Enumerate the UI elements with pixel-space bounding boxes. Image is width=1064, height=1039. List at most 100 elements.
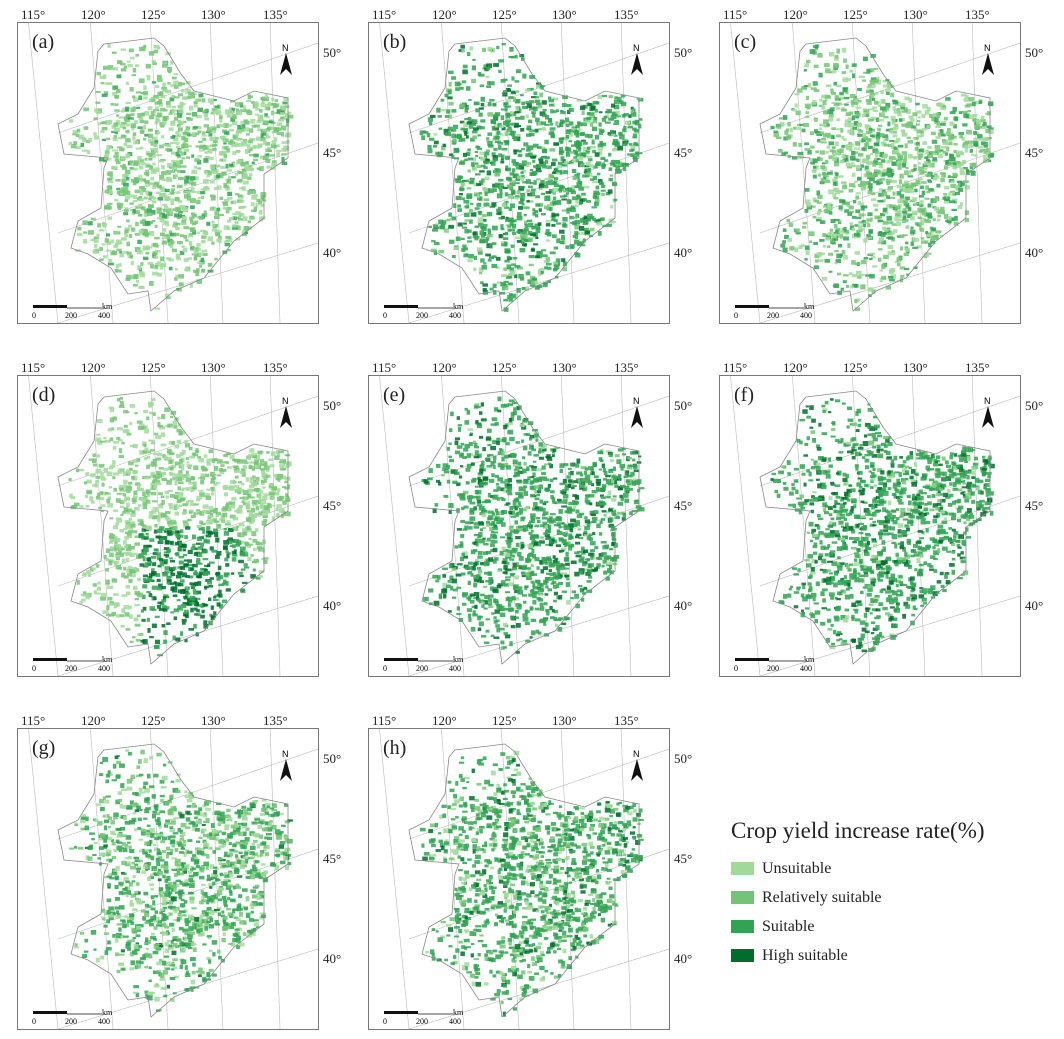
raster-cell bbox=[487, 228, 491, 232]
raster-cell bbox=[114, 103, 119, 106]
raster-cell bbox=[836, 272, 842, 276]
raster-cell bbox=[103, 157, 107, 163]
raster-cell bbox=[142, 96, 148, 100]
raster-cell bbox=[814, 129, 818, 133]
raster-cell bbox=[853, 120, 859, 126]
raster-cell bbox=[204, 151, 209, 154]
raster-cell bbox=[942, 196, 947, 200]
raster-cell bbox=[232, 212, 237, 216]
raster-cell bbox=[235, 488, 240, 492]
raster-cell bbox=[114, 151, 119, 156]
raster-cell bbox=[181, 157, 186, 160]
raster-cell bbox=[503, 283, 508, 288]
raster-cell bbox=[176, 216, 181, 220]
raster-cell bbox=[558, 137, 564, 143]
raster-cell bbox=[601, 184, 606, 189]
raster-cell bbox=[233, 135, 238, 140]
raster-cell bbox=[247, 190, 251, 195]
raster-cell bbox=[461, 137, 466, 142]
raster-cell bbox=[193, 512, 197, 516]
raster-cell bbox=[582, 198, 587, 201]
raster-cell bbox=[153, 44, 160, 49]
raster-cell bbox=[179, 631, 184, 636]
raster-cell bbox=[132, 495, 138, 499]
raster-cell bbox=[565, 117, 570, 123]
raster-cell bbox=[911, 156, 918, 159]
raster-cell bbox=[555, 109, 560, 113]
raster-cell bbox=[780, 243, 786, 248]
raster-cell bbox=[575, 124, 580, 129]
raster-cell bbox=[207, 532, 213, 535]
raster-cell bbox=[896, 214, 903, 219]
raster-cell bbox=[525, 114, 529, 119]
raster-cell bbox=[171, 248, 177, 253]
raster-cell bbox=[429, 137, 435, 141]
raster-cell bbox=[979, 149, 985, 152]
raster-cell bbox=[440, 98, 445, 102]
raster-cell bbox=[159, 265, 164, 270]
raster-cell bbox=[126, 511, 131, 515]
raster-cell bbox=[206, 221, 211, 226]
raster-cell bbox=[535, 195, 541, 199]
raster-cell bbox=[969, 166, 973, 170]
raster-cell bbox=[174, 226, 180, 230]
raster-cell bbox=[474, 225, 479, 229]
raster-cell bbox=[498, 69, 502, 73]
raster-cell bbox=[894, 213, 901, 217]
raster-cell bbox=[872, 265, 878, 268]
raster-cell bbox=[170, 232, 177, 237]
raster-cell bbox=[534, 96, 539, 99]
raster-cell bbox=[527, 200, 534, 203]
raster-cell bbox=[277, 477, 281, 482]
raster-cell bbox=[100, 510, 104, 513]
raster-cell bbox=[131, 95, 136, 99]
raster-cell bbox=[128, 614, 133, 619]
scale-unit: km bbox=[804, 302, 815, 311]
raster-cell bbox=[545, 156, 550, 160]
raster-cell bbox=[787, 121, 791, 127]
raster-cell bbox=[212, 140, 218, 144]
raster-cell bbox=[216, 602, 221, 607]
scale-tick-label: 200 bbox=[416, 311, 428, 320]
raster-cell bbox=[442, 143, 447, 148]
raster-cell bbox=[805, 250, 810, 256]
raster-cell bbox=[197, 261, 202, 265]
raster-cell bbox=[562, 261, 567, 267]
raster-cell bbox=[868, 108, 875, 111]
latitude-label: 40° bbox=[1025, 245, 1044, 260]
raster-cell bbox=[254, 458, 259, 461]
raster-cell bbox=[499, 125, 505, 128]
raster-cell bbox=[123, 209, 129, 212]
raster-cell bbox=[925, 252, 930, 257]
raster-cell bbox=[500, 224, 504, 229]
raster-cell bbox=[201, 134, 207, 137]
raster-cell bbox=[154, 236, 160, 240]
raster-cell bbox=[256, 119, 262, 124]
raster-cell bbox=[123, 479, 128, 485]
raster-cell bbox=[980, 118, 986, 123]
raster-cell bbox=[583, 141, 588, 145]
raster-cell bbox=[469, 219, 473, 224]
raster-cell bbox=[263, 518, 268, 523]
raster-cell bbox=[123, 182, 129, 187]
raster-cell bbox=[506, 105, 511, 108]
raster-cell bbox=[132, 132, 137, 137]
raster-cell bbox=[124, 196, 131, 200]
raster-cell bbox=[192, 213, 197, 218]
raster-cell bbox=[200, 604, 204, 608]
raster-cell bbox=[433, 140, 439, 145]
raster-cell bbox=[178, 274, 185, 279]
raster-cell bbox=[444, 93, 449, 98]
raster-cell bbox=[486, 170, 492, 176]
raster-cell bbox=[222, 512, 228, 518]
raster-cell bbox=[458, 161, 465, 165]
raster-cell bbox=[842, 138, 847, 141]
raster-cell bbox=[144, 456, 148, 461]
raster-cell bbox=[855, 270, 862, 275]
raster-cell bbox=[203, 620, 208, 625]
raster-cell bbox=[451, 109, 457, 113]
raster-cell bbox=[927, 203, 932, 208]
raster-cell bbox=[99, 258, 104, 261]
raster-cell bbox=[574, 234, 579, 240]
raster-cell bbox=[878, 188, 883, 191]
